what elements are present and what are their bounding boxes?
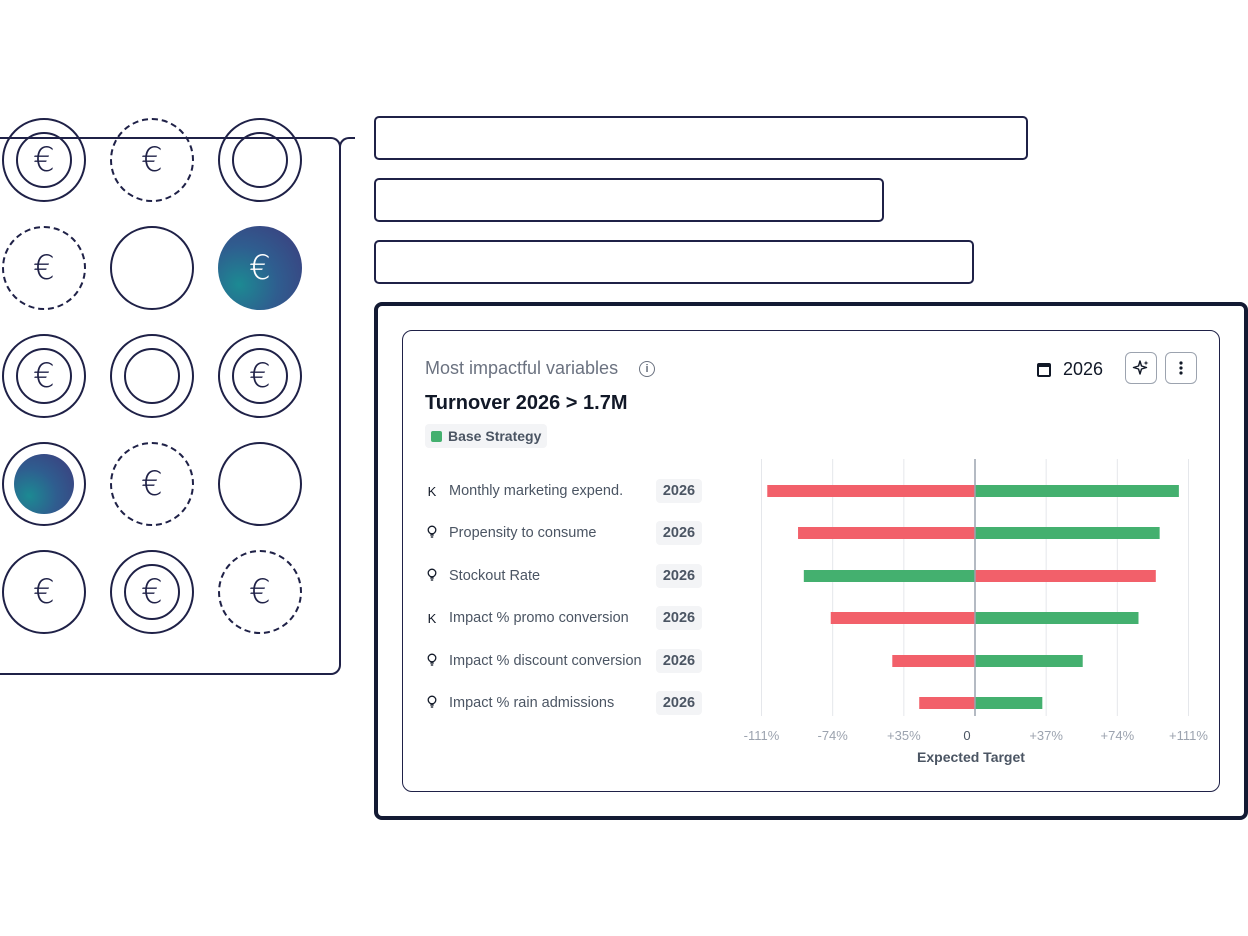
coin-11: €: [110, 442, 194, 526]
variable-year-badge: 2026: [656, 649, 702, 673]
bar-high: [975, 527, 1160, 539]
euro-symbol: €: [33, 248, 55, 288]
placeholder-bar-3: [374, 240, 974, 284]
euro-symbol: €: [141, 464, 163, 504]
card-subtitle: Most impactful variables: [425, 358, 619, 378]
x-tick-label: +111%: [1169, 728, 1208, 743]
variable-name: Stockout Rate: [449, 568, 541, 584]
variable-row-label[interactable]: K Monthly marketing expend.: [425, 481, 623, 501]
variable-year-badge: 2026: [656, 521, 702, 545]
variable-year-badge: 2026: [656, 691, 702, 715]
lightbulb-icon: [425, 653, 439, 669]
variable-row-label[interactable]: Impact % discount conversion: [425, 651, 642, 671]
card-title: Turnover 2026 > 1.7M: [425, 392, 628, 414]
variable-year-badge: 2026: [656, 479, 702, 503]
lightbulb-icon: [425, 525, 439, 541]
bar-high: [975, 612, 1139, 624]
coin-2: €: [110, 118, 194, 202]
euro-symbol: €: [141, 572, 163, 612]
bar-low: [767, 485, 975, 497]
more-options-button[interactable]: [1165, 352, 1197, 384]
coin-6: €: [218, 226, 302, 310]
legend-label: Base Strategy: [448, 428, 542, 444]
bar-high: [975, 697, 1043, 709]
coin-inner-ring: [232, 132, 288, 188]
bar-high: [975, 655, 1083, 667]
coin-7: €: [2, 334, 86, 418]
coin-9: €: [218, 334, 302, 418]
lightbulb-icon: [425, 695, 439, 711]
euro-symbol: €: [33, 572, 55, 612]
coin-fill: [14, 454, 74, 514]
coin-13: €: [2, 550, 86, 634]
variable-name: Impact % promo conversion: [449, 610, 629, 626]
x-tick-label: +35%: [887, 728, 921, 743]
variable-year-badge: 2026: [656, 564, 702, 588]
coin-inner-ring: €: [232, 348, 288, 404]
calendar-icon: [1037, 362, 1051, 377]
euro-symbol: €: [141, 140, 163, 180]
bar-low: [830, 612, 975, 624]
coin-14: €: [110, 550, 194, 634]
ai-sparkle-button[interactable]: [1125, 352, 1157, 384]
info-icon[interactable]: i: [639, 361, 655, 377]
coin-8: [110, 334, 194, 418]
variable-row-label[interactable]: K Impact % promo conversion: [425, 608, 629, 628]
bar-high: [975, 570, 1156, 582]
x-tick-label: -111%: [744, 728, 780, 743]
x-axis-label: Expected Target: [917, 749, 1025, 765]
x-tick-label: 0: [963, 728, 970, 743]
coin-15: €: [218, 550, 302, 634]
legend-base-strategy[interactable]: Base Strategy: [425, 424, 548, 448]
coin-inner-ring: €: [124, 564, 180, 620]
coin-1: €: [2, 118, 86, 202]
sparkle-icon: [1132, 360, 1149, 375]
coin-3: [218, 118, 302, 202]
coin-5: [110, 226, 194, 310]
variable-name: Impact % discount conversion: [449, 653, 642, 669]
more-vertical-icon: [1179, 361, 1183, 375]
x-tick-label: +37%: [1029, 728, 1063, 743]
euro-symbol: €: [249, 248, 271, 288]
year-value: 2026: [1063, 359, 1104, 379]
bar-low: [919, 697, 975, 709]
variable-row-label[interactable]: Impact % rain admissions: [425, 693, 614, 713]
euro-symbol: €: [249, 356, 271, 396]
coin-inner-ring: [124, 348, 180, 404]
bar-high: [975, 485, 1179, 497]
year-selector[interactable]: 2026: [1037, 359, 1103, 380]
euro-symbol: €: [249, 572, 271, 612]
coin-10: [2, 442, 86, 526]
placeholder-bar-1: [374, 116, 1028, 160]
bracket-cap: [339, 137, 355, 149]
x-tick-label: +74%: [1101, 728, 1135, 743]
placeholder-bar-2: [374, 178, 884, 222]
bar-low: [798, 527, 975, 539]
legend-swatch: [431, 430, 442, 442]
coin-12: [218, 442, 302, 526]
euro-symbol: €: [33, 140, 55, 180]
variable-row-label[interactable]: Stockout Rate: [425, 566, 540, 586]
euro-symbol: €: [33, 356, 55, 396]
tornado-chart: -111% -74% +35% 0 +37% +74% +111% Expected Targ…: [744, 459, 1208, 765]
coin-inner-ring: €: [16, 132, 72, 188]
lightbulb-icon: [425, 568, 439, 584]
variable-name: Monthly marketing expend.: [449, 483, 624, 499]
kpi-icon: K: [427, 610, 437, 626]
impact-card: Most impactful variables i Turnover 2026…: [402, 330, 1220, 792]
kpi-icon: K: [427, 483, 437, 499]
coin-inner-ring: €: [16, 348, 72, 404]
variable-name: Propensity to consume: [449, 525, 597, 541]
variable-year-badge: 2026: [656, 606, 702, 630]
bar-low: [803, 570, 975, 582]
bar-low: [892, 655, 975, 667]
x-tick-label: -74%: [817, 728, 848, 743]
variable-row-label[interactable]: Propensity to consume: [425, 523, 597, 543]
variable-name: Impact % rain admissions: [449, 695, 615, 711]
coin-4: €: [2, 226, 86, 310]
bracket-line: [0, 137, 341, 675]
